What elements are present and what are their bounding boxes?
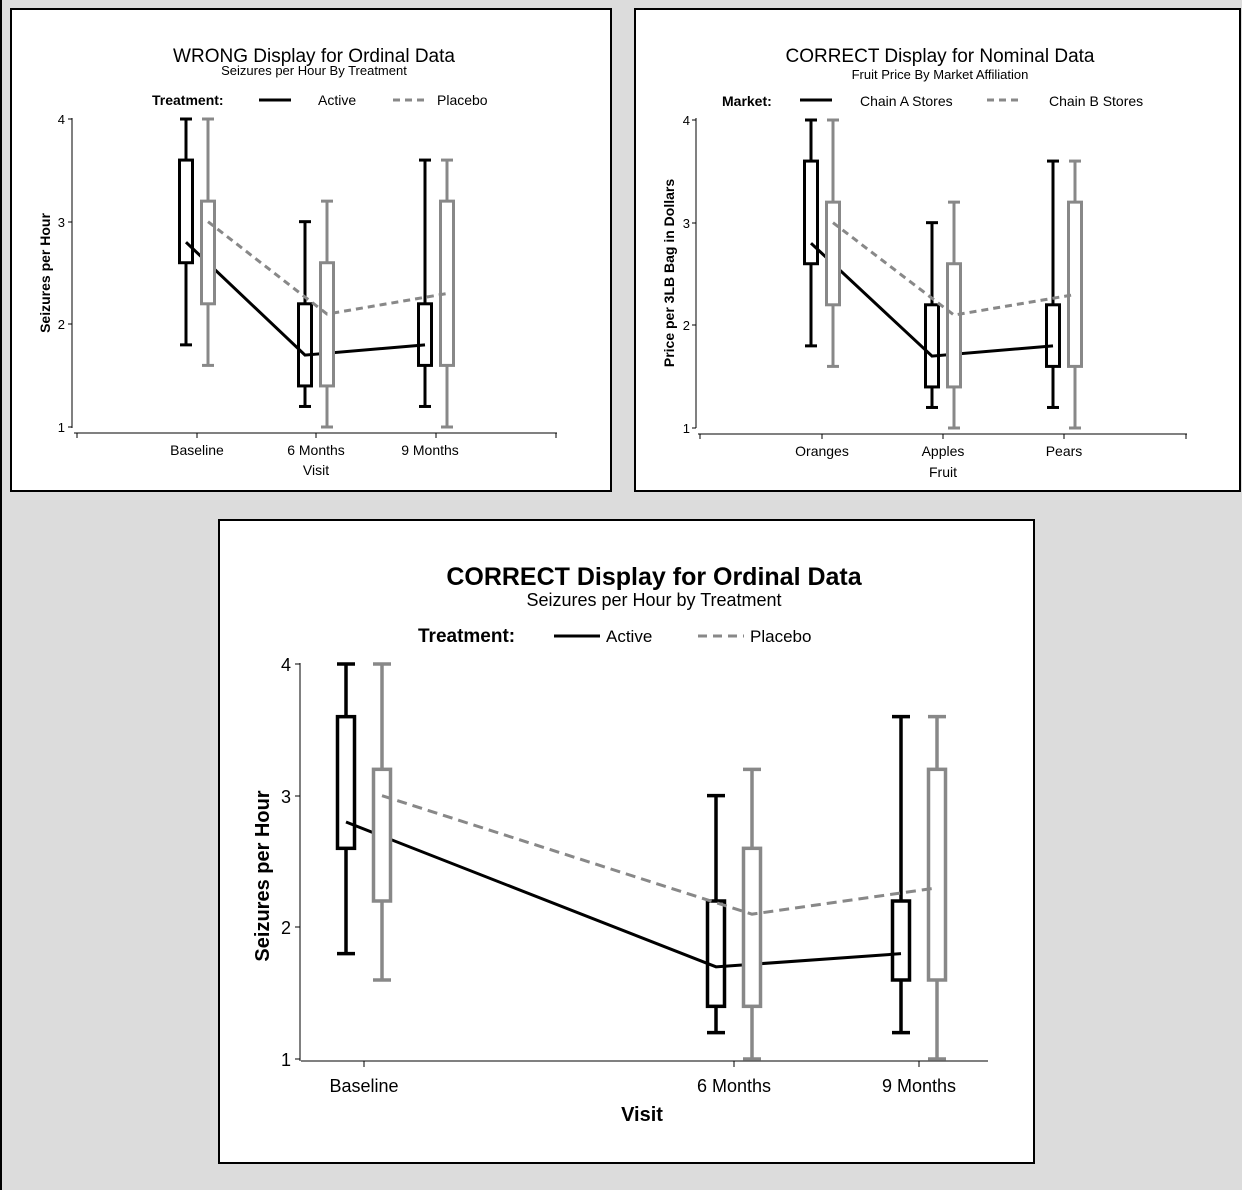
box-chain-b-stores bbox=[1067, 200, 1083, 368]
x-tick-label: 6 Months bbox=[287, 442, 345, 458]
chart-panel-correct-ordinal: CORRECT Display for Ordinal Data Seizure… bbox=[218, 519, 1035, 1164]
box-chain-b-stores bbox=[946, 262, 962, 389]
y-tick-label: 4 bbox=[58, 112, 65, 127]
chart-subtitle: Seizures per Hour by Treatment bbox=[526, 590, 781, 610]
box-active bbox=[705, 899, 727, 1009]
y-axis: 4 3 2 1 bbox=[683, 113, 697, 436]
mean-line-active bbox=[345, 820, 902, 969]
box-active bbox=[178, 158, 194, 265]
chart-title: CORRECT Display for Ordinal Data bbox=[446, 563, 862, 591]
chart-svg-wrong-ordinal: WRONG Display for Ordinal Data Seizures … bbox=[37, 46, 557, 478]
box-chain-a-stores bbox=[803, 159, 819, 266]
y-tick-label: 2 bbox=[58, 317, 65, 332]
page-left-border bbox=[0, 0, 2, 1190]
x-axis-label: Visit bbox=[621, 1104, 663, 1126]
y-tick-label: 1 bbox=[281, 1050, 291, 1070]
chart-subtitle: Seizures per Hour By Treatment bbox=[221, 63, 407, 78]
y-tick-label: 3 bbox=[58, 215, 65, 230]
chart-subtitle: Fruit Price By Market Affiliation bbox=[852, 67, 1029, 82]
chart-marks bbox=[178, 117, 455, 429]
x-axis-label: Fruit bbox=[929, 464, 957, 480]
legend-label-active: Active bbox=[318, 92, 356, 108]
y-axis: 4 3 2 1 bbox=[58, 112, 73, 435]
box-placebo bbox=[741, 846, 763, 1009]
legend-label-chain-b: Chain B Stores bbox=[1049, 93, 1143, 109]
box-placebo bbox=[439, 199, 455, 367]
legend-label-placebo: Placebo bbox=[750, 627, 811, 646]
box-active bbox=[890, 899, 912, 982]
y-tick-label: 2 bbox=[281, 918, 291, 938]
y-tick-label: 1 bbox=[58, 420, 65, 435]
x-tick-label: Baseline bbox=[329, 1076, 398, 1096]
mean-line-placebo bbox=[207, 220, 448, 316]
legend-label-chain-a: Chain A Stores bbox=[860, 93, 953, 109]
x-axis-label: Visit bbox=[303, 462, 329, 478]
x-tick-label: Oranges bbox=[795, 443, 849, 459]
box-active bbox=[297, 302, 313, 388]
x-tick-label: 9 Months bbox=[401, 442, 459, 458]
box-placebo bbox=[200, 199, 216, 306]
chart-panel-wrong-ordinal: WRONG Display for Ordinal Data Seizures … bbox=[10, 8, 612, 492]
x-axis: Baseline 6 Months 9 Months bbox=[301, 1060, 988, 1096]
title-clip-mask bbox=[870, 557, 1020, 595]
y-tick-label: 3 bbox=[683, 216, 690, 231]
y-tick-label: 4 bbox=[683, 113, 690, 128]
legend-label-placebo: Placebo bbox=[437, 92, 488, 108]
box-active bbox=[417, 302, 433, 367]
mean-line-active bbox=[184, 241, 426, 357]
box-active bbox=[335, 714, 357, 851]
chart-marks bbox=[803, 118, 1083, 430]
y-axis-label: Price per 3LB Bag in Dollars bbox=[661, 179, 677, 367]
x-tick-label: 6 Months bbox=[697, 1076, 771, 1096]
chart-title: CORRECT Display for Nominal Data bbox=[785, 46, 1094, 67]
box-placebo bbox=[926, 767, 948, 982]
chart-svg-nominal: CORRECT Display for Nominal Data Fruit P… bbox=[661, 46, 1187, 480]
x-axis: Baseline 6 Months 9 Months bbox=[74, 432, 557, 458]
box-placebo bbox=[371, 767, 393, 903]
x-tick-label: Pears bbox=[1046, 443, 1083, 459]
x-tick-label: Baseline bbox=[170, 442, 224, 458]
y-tick-label: 1 bbox=[683, 421, 690, 436]
legend-title: Market: bbox=[722, 93, 772, 109]
y-tick-label: 2 bbox=[683, 318, 690, 333]
chart-svg-correct-ordinal: CORRECT Display for Ordinal Data Seizure… bbox=[252, 557, 1020, 1126]
y-tick-label: 4 bbox=[281, 655, 291, 675]
mean-line-chain-b-stores bbox=[832, 221, 1076, 317]
y-tick-label: 3 bbox=[281, 787, 291, 807]
box-chain-a-stores bbox=[924, 303, 940, 389]
box-chain-b-stores bbox=[825, 200, 841, 307]
x-tick-label: 9 Months bbox=[882, 1076, 956, 1096]
x-tick-label: Apples bbox=[922, 443, 965, 459]
legend-title: Treatment: bbox=[418, 626, 515, 647]
legend-title: Treatment: bbox=[152, 92, 224, 108]
y-axis: 4 3 2 1 bbox=[281, 655, 301, 1070]
y-axis-label: Seizures per Hour bbox=[252, 790, 274, 961]
chart-marks bbox=[335, 662, 948, 1061]
legend-label-active: Active bbox=[606, 627, 652, 646]
chart-panel-nominal: CORRECT Display for Nominal Data Fruit P… bbox=[634, 8, 1241, 492]
chart-title: WRONG Display for Ordinal Data bbox=[173, 46, 455, 67]
x-axis: Oranges Apples Pears bbox=[698, 433, 1187, 459]
mean-line-placebo bbox=[381, 794, 938, 916]
y-axis-label: Seizures per Hour bbox=[37, 213, 53, 333]
mean-line-chain-a-stores bbox=[809, 242, 1054, 358]
box-placebo bbox=[319, 261, 335, 388]
box-chain-a-stores bbox=[1045, 303, 1061, 368]
